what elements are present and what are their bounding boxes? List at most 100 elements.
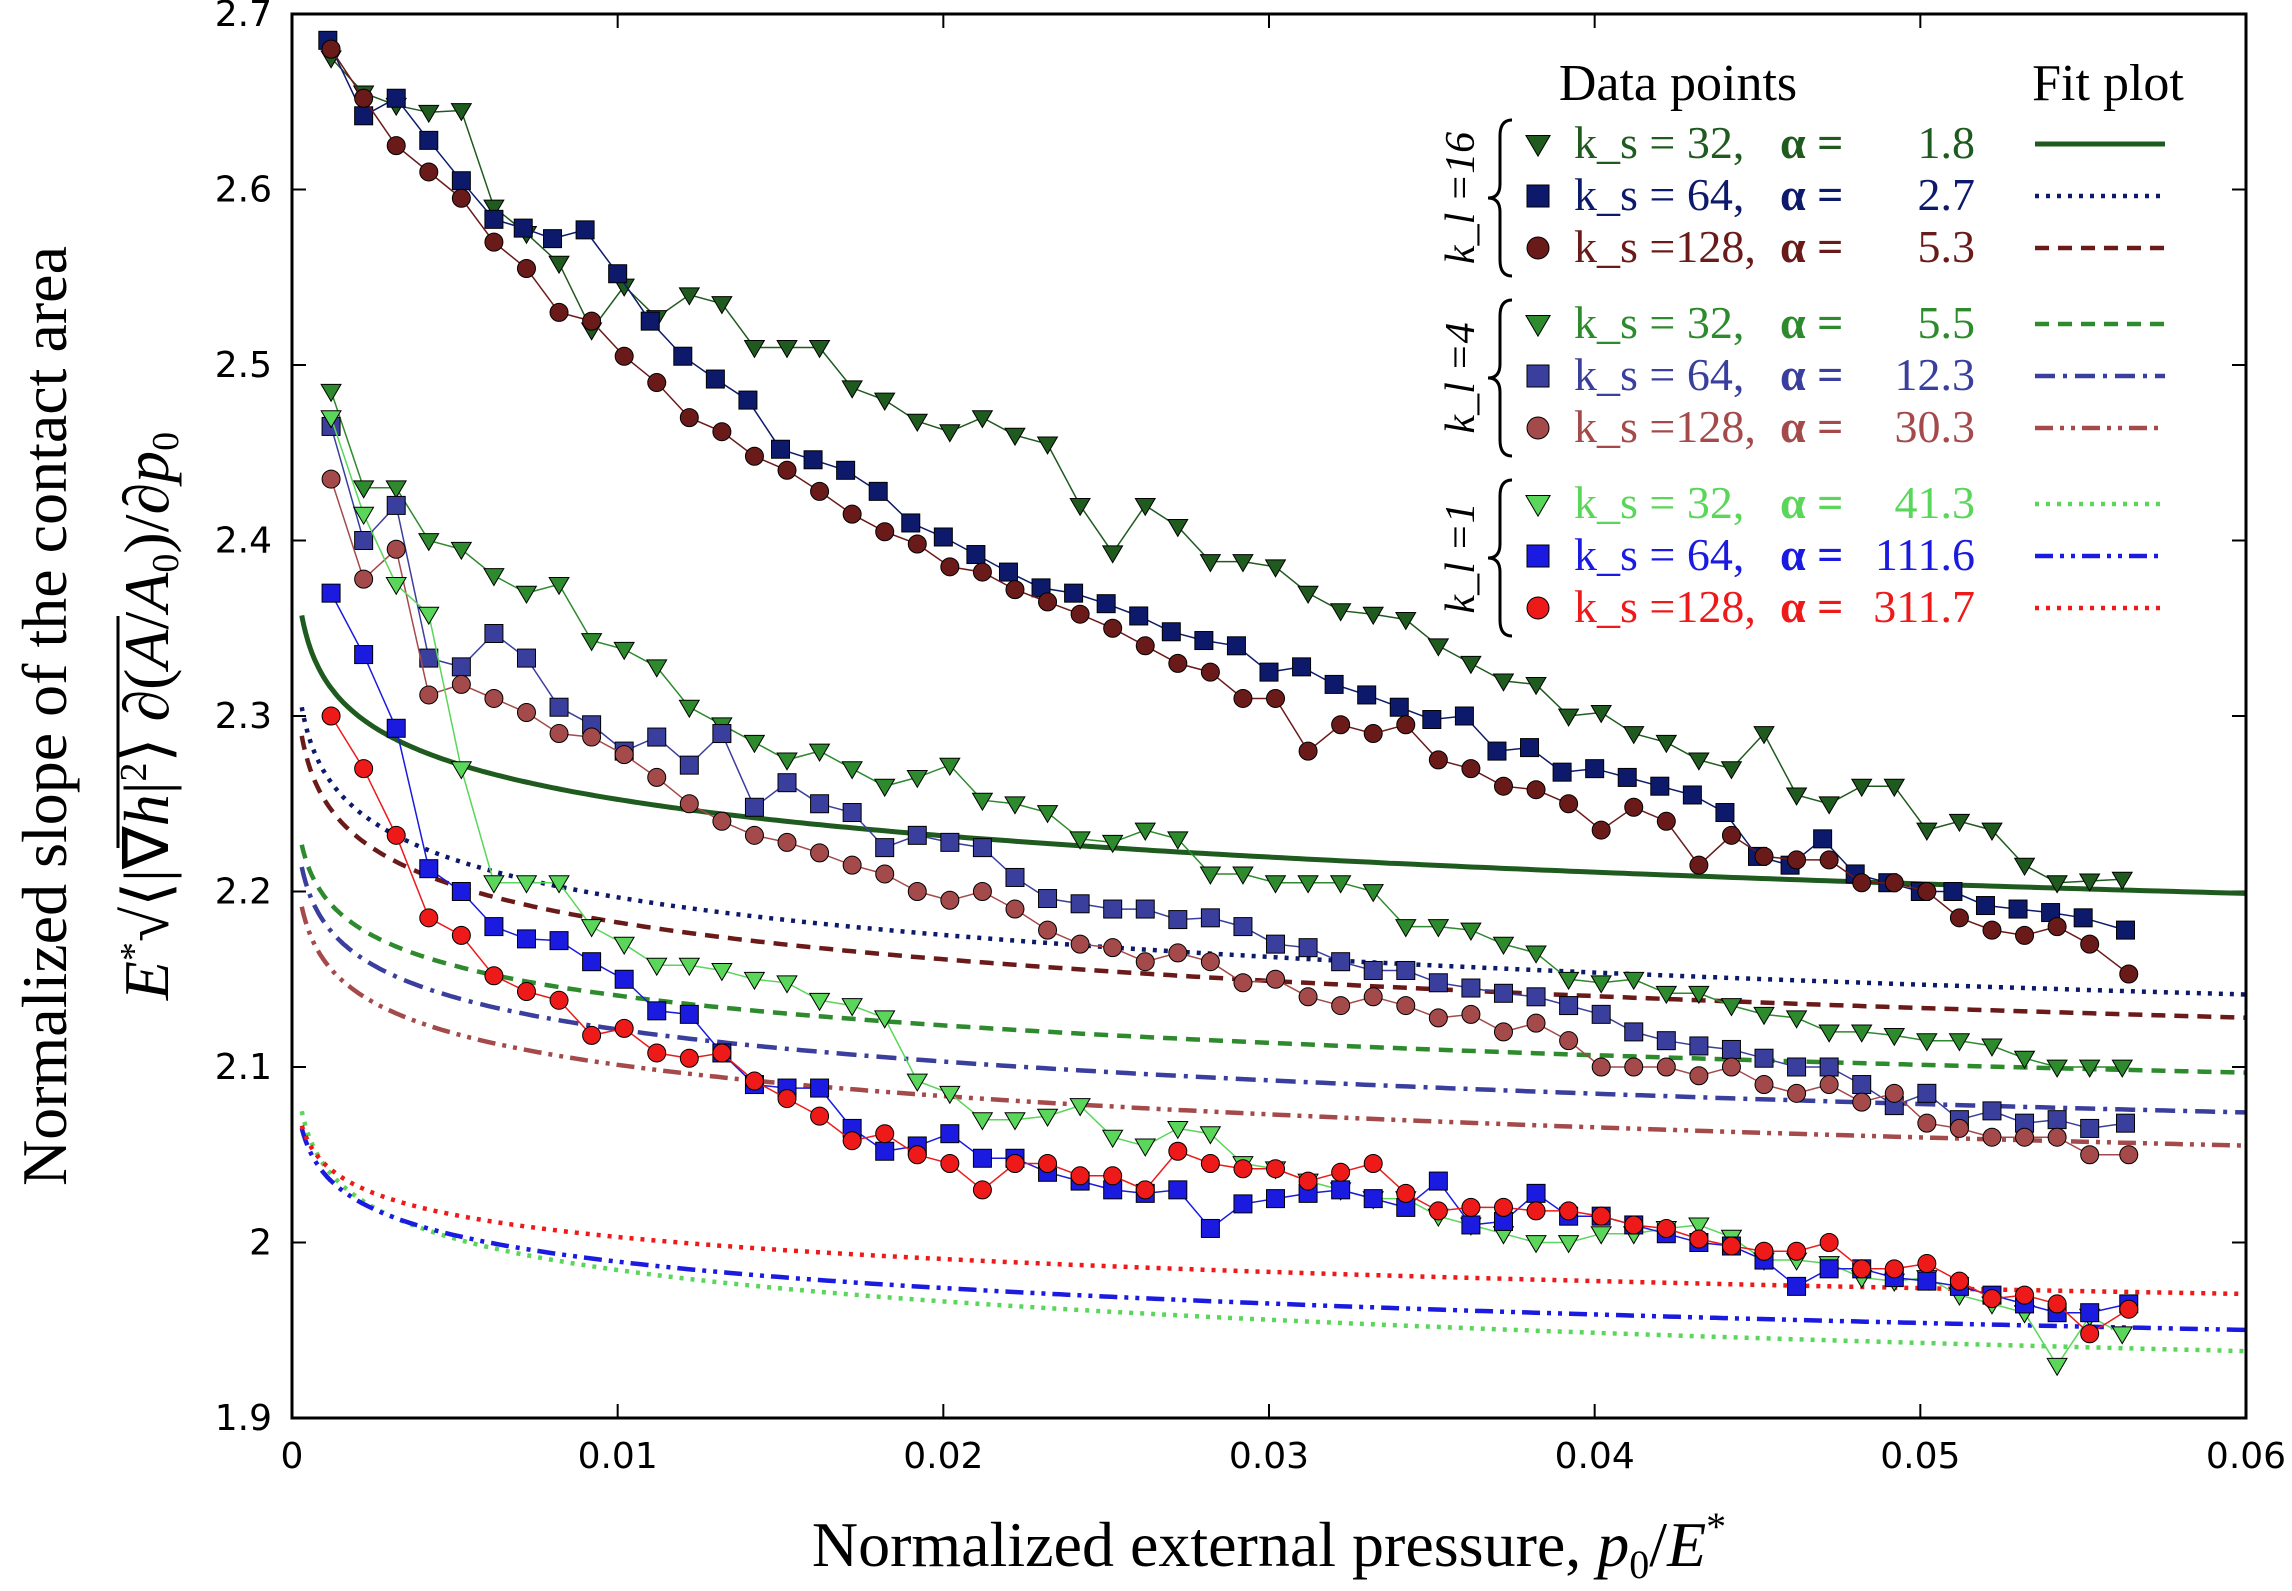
data-point-kl16_ks128 bbox=[1624, 797, 1644, 817]
legend-brace bbox=[1487, 118, 1513, 278]
data-point-kl16_ks128 bbox=[1787, 850, 1807, 870]
y-tick-label: 2.1 bbox=[215, 1047, 272, 1088]
data-point-kl4_ks128 bbox=[1982, 1127, 2002, 1147]
data-point-kl16_ks128 bbox=[810, 481, 830, 501]
data-point-kl1_ks64 bbox=[321, 583, 341, 603]
data-point-kl16_ks32 bbox=[1916, 822, 1938, 841]
data-point-kl1_ks64 bbox=[647, 1001, 667, 1021]
data-point-kl16_ks128 bbox=[679, 408, 699, 428]
data-point-kl4_ks32 bbox=[1101, 834, 1124, 854]
legend-ks-label: k_s =128, bbox=[1574, 401, 1756, 452]
data-point-kl4_ks64 bbox=[386, 495, 406, 515]
data-point-kl16_ks64 bbox=[1552, 762, 1572, 782]
data-point-kl16_ks64 bbox=[484, 209, 504, 229]
data-point-kl4_ks128 bbox=[647, 767, 667, 787]
data-point-kl16_ks128 bbox=[1656, 811, 1676, 831]
series-kl1_ks64 bbox=[321, 583, 2139, 1323]
data-point-kl4_ks64 bbox=[940, 832, 960, 852]
data-point-kl4_ks64 bbox=[1266, 934, 1286, 954]
data-point-kl1_ks64 bbox=[549, 931, 569, 951]
data-point-kl4_ks64 bbox=[1656, 1031, 1676, 1051]
data-series bbox=[318, 30, 2139, 1377]
data-point-kl16_ks32 bbox=[1199, 554, 1222, 573]
legend-brace bbox=[1487, 298, 1513, 458]
data-point-kl1_ks128 bbox=[1428, 1201, 1448, 1221]
data-point-kl4_ks128 bbox=[516, 702, 536, 722]
data-point-kl16_ks64 bbox=[608, 264, 628, 284]
data-point-kl4_ks128 bbox=[1038, 920, 1058, 940]
data-point-kl4_ks32 bbox=[352, 480, 375, 499]
data-point-kl4_ks128 bbox=[1493, 1022, 1513, 1042]
legend-marker-kl4_ks32 bbox=[1525, 315, 1551, 338]
data-point-kl4_ks128 bbox=[386, 539, 406, 559]
data-point-kl16_ks32 bbox=[678, 287, 701, 306]
data-point-kl4_ks128 bbox=[1266, 969, 1286, 989]
data-point-kl1_ks64 bbox=[451, 882, 471, 901]
data-point-kl16_ks32 bbox=[1297, 585, 1319, 605]
data-point-kl16_ks32 bbox=[1134, 497, 1157, 517]
x-axis-label: Normalized external pressure, p0/E* bbox=[812, 1504, 1726, 1587]
data-point-kl16_ks32 bbox=[1622, 726, 1645, 745]
data-point-kl1_ks128 bbox=[1721, 1236, 1741, 1256]
data-point-kl16_ks32 bbox=[808, 340, 831, 359]
data-point-kl4_ks128 bbox=[1298, 987, 1318, 1007]
data-point-kl4_ks128 bbox=[1070, 934, 1090, 954]
data-point-kl1_ks64 bbox=[1331, 1180, 1351, 1200]
data-point-kl4_ks64 bbox=[1819, 1057, 1839, 1077]
data-point-kl1_ks32 bbox=[678, 957, 701, 977]
data-point-kl4_ks32 bbox=[1492, 936, 1515, 956]
data-point-kl16_ks128 bbox=[1819, 850, 1839, 870]
data-point-kl1_ks32 bbox=[580, 919, 603, 938]
data-point-kl1_ks64 bbox=[2080, 1303, 2100, 1323]
data-point-kl16_ks64 bbox=[836, 460, 856, 480]
data-point-kl4_ks32 bbox=[1167, 831, 1189, 850]
data-point-kl4_ks128 bbox=[1656, 1057, 1676, 1077]
data-point-kl1_ks128 bbox=[1200, 1154, 1220, 1174]
data-point-kl4_ks128 bbox=[1721, 1057, 1741, 1077]
data-point-kl1_ks128 bbox=[1233, 1159, 1253, 1179]
data-point-kl4_ks64 bbox=[744, 797, 764, 817]
legend-alpha-value: 5.3 bbox=[1918, 221, 1976, 272]
data-point-kl1_ks128 bbox=[354, 759, 374, 779]
legend-alpha-symbol: α = bbox=[1780, 221, 1843, 272]
data-point-kl16_ks64 bbox=[771, 439, 790, 459]
data-point-kl1_ks128 bbox=[1656, 1218, 1676, 1238]
data-point-kl4_ks64 bbox=[354, 531, 374, 550]
data-point-kl16_ks64 bbox=[933, 527, 953, 547]
data-point-kl16_ks128 bbox=[1168, 653, 1188, 673]
data-point-kl1_ks128 bbox=[1591, 1206, 1611, 1226]
data-point-kl16_ks32 bbox=[2111, 871, 2134, 891]
data-point-kl4_ks128 bbox=[875, 864, 895, 884]
data-point-kl4_ks64 bbox=[1461, 978, 1481, 998]
data-point-kl1_ks32 bbox=[1004, 1112, 1026, 1131]
data-point-kl1_ks128 bbox=[451, 925, 471, 945]
data-point-kl1_ks128 bbox=[940, 1154, 960, 1174]
data-point-kl4_ks128 bbox=[484, 688, 504, 708]
data-point-kl16_ks128 bbox=[1689, 855, 1709, 875]
data-point-kl1_ks32 bbox=[971, 1112, 994, 1131]
data-point-kl1_ks64 bbox=[484, 917, 504, 937]
data-point-kl4_ks32 bbox=[971, 792, 994, 812]
data-point-kl16_ks128 bbox=[1005, 580, 1025, 600]
x-tick-label: 0 bbox=[281, 1436, 304, 1477]
data-point-kl4_ks32 bbox=[1297, 875, 1319, 894]
data-point-kl1_ks32 bbox=[841, 998, 863, 1017]
data-point-kl16_ks128 bbox=[842, 504, 862, 524]
legend-marker-kl16_ks32 bbox=[1525, 135, 1551, 158]
data-point-kl1_ks128 bbox=[907, 1145, 927, 1165]
data-point-kl1_ks128 bbox=[1852, 1259, 1872, 1279]
data-point-kl16_ks64 bbox=[1226, 636, 1246, 656]
data-point-kl1_ks32 bbox=[1069, 1098, 1091, 1117]
series-kl4_ks32 bbox=[320, 383, 2134, 1078]
data-point-kl1_ks128 bbox=[386, 825, 406, 845]
data-point-kl4_ks128 bbox=[1331, 996, 1351, 1016]
data-point-kl4_ks128 bbox=[1852, 1092, 1872, 1112]
data-point-kl16_ks32 bbox=[743, 340, 766, 359]
legend-kl-label: k_l =1 bbox=[1438, 502, 1484, 613]
data-point-kl16_ks128 bbox=[1591, 820, 1611, 840]
series-kl16_ks128 bbox=[321, 39, 2139, 984]
data-point-kl4_ks128 bbox=[1135, 952, 1155, 972]
data-point-kl1_ks128 bbox=[842, 1131, 862, 1151]
data-point-kl1_ks128 bbox=[1396, 1183, 1416, 1203]
series-kl16_ks32 bbox=[320, 50, 2134, 894]
